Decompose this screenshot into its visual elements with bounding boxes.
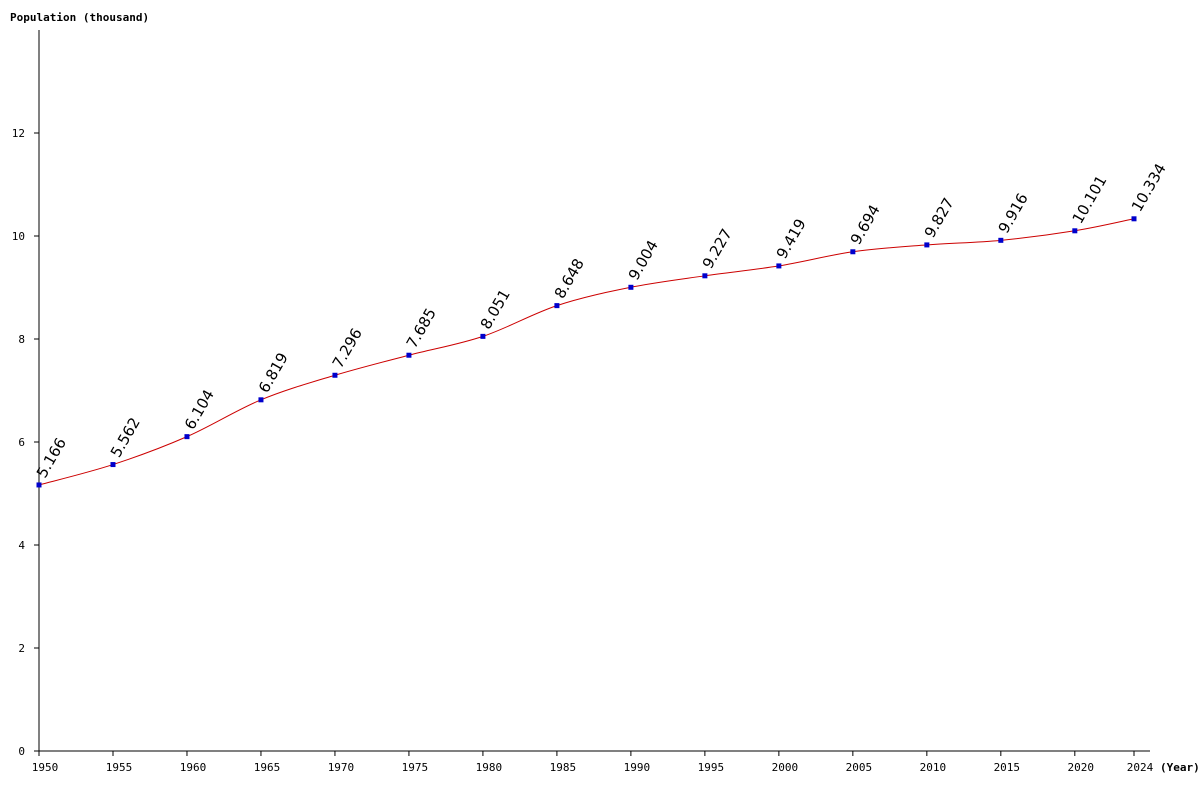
data-point xyxy=(554,303,560,309)
x-tick-label: 1990 xyxy=(624,761,651,774)
y-tick-label: 2 xyxy=(18,642,25,655)
x-tick-label: 1955 xyxy=(106,761,133,774)
data-label: 7.296 xyxy=(329,325,366,371)
data-point xyxy=(110,462,116,468)
data-label: 7.685 xyxy=(403,305,440,351)
x-tick-label: 2000 xyxy=(772,761,799,774)
data-point xyxy=(850,249,856,255)
y-ticks: 0 2 4 6 8 10 12 xyxy=(12,127,39,758)
data-point xyxy=(1131,216,1137,222)
y-tick-label: 6 xyxy=(18,436,25,449)
x-tick-label: 1985 xyxy=(550,761,577,774)
y-tick-label: 0 xyxy=(18,745,25,758)
data-point xyxy=(36,482,42,488)
x-tick-label: 1970 xyxy=(328,761,355,774)
data-label: 10.101 xyxy=(1069,172,1111,226)
x-tick-label: 2005 xyxy=(846,761,873,774)
data-label: 9.694 xyxy=(847,202,884,248)
data-label: 9.004 xyxy=(625,237,662,283)
data-label: 5.562 xyxy=(107,414,144,460)
x-tick-label: 1980 xyxy=(476,761,503,774)
x-axis-label: (Year) xyxy=(1160,761,1200,774)
data-point xyxy=(628,284,634,290)
x-tick-label: 2010 xyxy=(920,761,947,774)
x-tick-label: 1950 xyxy=(32,761,59,774)
y-axis-label: Population (thousand) xyxy=(10,11,149,24)
x-tick-label: 1975 xyxy=(402,761,429,774)
data-label: 6.104 xyxy=(181,386,218,432)
data-point xyxy=(1072,228,1078,234)
data-label: 9.827 xyxy=(921,195,958,241)
x-ticks: 1950 1955 1960 1965 1970 1975 1980 1985 1990 1995… xyxy=(32,751,1154,774)
data-point xyxy=(258,397,264,403)
data-point xyxy=(776,263,782,269)
data-label: 9.227 xyxy=(699,226,736,272)
data-label: 9.916 xyxy=(995,190,1032,236)
x-tick-label: 1965 xyxy=(254,761,281,774)
x-tick-label: 2015 xyxy=(994,761,1021,774)
data-point xyxy=(924,242,930,248)
data-label: 8.648 xyxy=(551,255,588,301)
data-label: 10.334 xyxy=(1128,160,1170,214)
x-tick-label: 2024 xyxy=(1127,761,1154,774)
data-label: 9.419 xyxy=(773,216,810,262)
data-point xyxy=(998,237,1004,243)
data-label: 6.819 xyxy=(255,350,292,396)
y-tick-label: 10 xyxy=(12,230,25,243)
data-label: 8.051 xyxy=(477,286,514,332)
data-point xyxy=(406,352,412,358)
y-tick-label: 4 xyxy=(18,539,25,552)
data-markers xyxy=(36,216,1137,488)
x-tick-label: 1995 xyxy=(698,761,725,774)
data-point xyxy=(184,434,190,440)
y-tick-label: 8 xyxy=(18,333,25,346)
data-point xyxy=(332,372,338,378)
x-tick-label: 2020 xyxy=(1068,761,1095,774)
y-tick-label: 12 xyxy=(12,127,25,140)
series-line xyxy=(38,218,1135,486)
x-tick-label: 1960 xyxy=(180,761,207,774)
data-point xyxy=(480,333,486,339)
data-point xyxy=(702,273,708,279)
